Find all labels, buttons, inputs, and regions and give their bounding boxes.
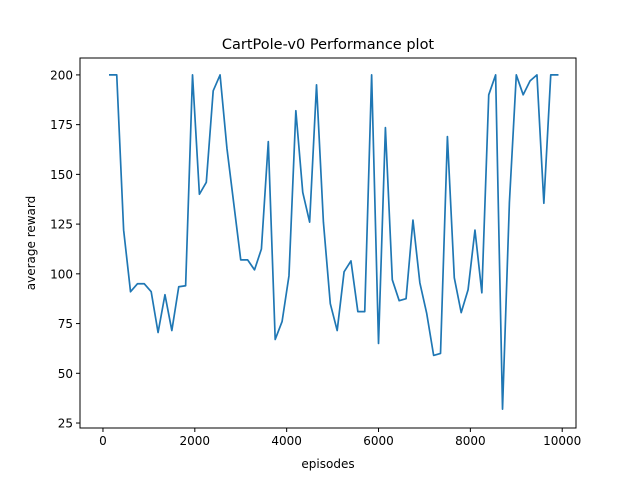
- y-axis-ticks: 25 50 75 100 125 150 175 200: [50, 68, 80, 431]
- chart-title: CartPole-v0 Performance plot: [222, 37, 435, 53]
- series-layer: [108, 74, 559, 410]
- y-tick-label: 50: [58, 367, 73, 381]
- y-tick-label: 175: [50, 118, 73, 132]
- y-axis-label: average reward: [24, 196, 38, 291]
- x-tick-label: 10000: [543, 434, 581, 448]
- y-tick-label: 200: [50, 68, 73, 82]
- x-tick-label: 4000: [271, 434, 302, 448]
- y-tick-label: 100: [50, 267, 73, 281]
- series-line: [108, 74, 559, 410]
- x-tick-label: 8000: [455, 434, 486, 448]
- y-tick-label: 125: [50, 218, 73, 232]
- x-axis-label: episodes: [301, 457, 354, 471]
- y-tick-label: 25: [58, 417, 73, 431]
- y-tick-label: 150: [50, 168, 73, 182]
- plot-frame: [79, 57, 577, 429]
- x-tick-label: 2000: [180, 434, 211, 448]
- x-tick-label: 6000: [363, 434, 394, 448]
- x-axis-ticks: 0 2000 4000 6000 8000 10000: [99, 428, 581, 448]
- x-tick-label: 0: [99, 434, 107, 448]
- y-tick-label: 75: [58, 317, 73, 331]
